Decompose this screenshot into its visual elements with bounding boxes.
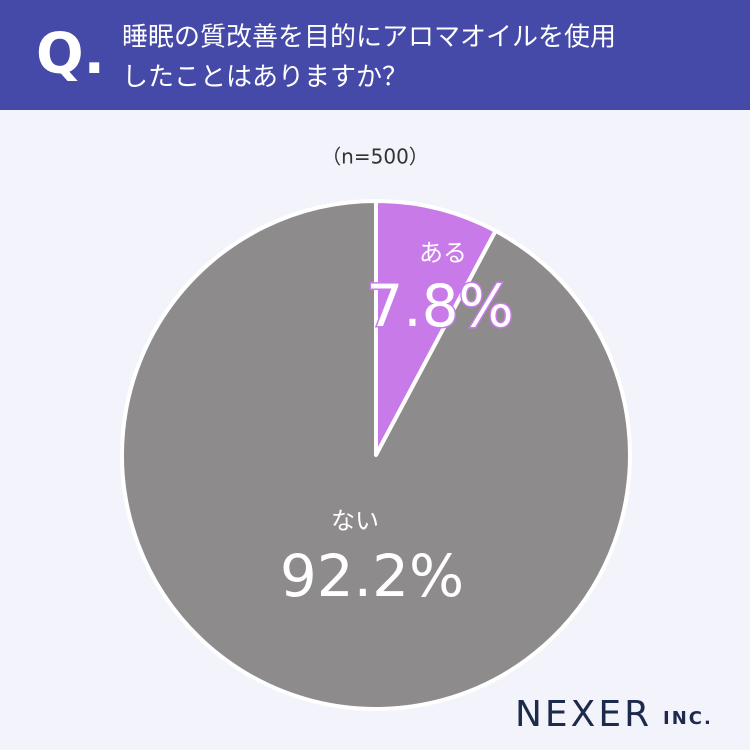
pie-slice <box>120 199 632 711</box>
chart-title: したことはありますか？ <box>122 63 408 93</box>
header-band <box>0 0 750 110</box>
pie-slice <box>374 199 498 457</box>
brand-name: NEXER <box>515 694 652 735</box>
chart-subtitle: （n=500） <box>321 145 429 169</box>
value-label: 7.8% <box>366 272 513 340</box>
pie: ある 7.8% ない 92.2% <box>120 199 632 711</box>
category-label: ない <box>331 507 379 535</box>
category-label: ある <box>419 239 467 267</box>
q-mark: Q. <box>36 22 105 87</box>
brand-suffix: INC. <box>663 708 713 729</box>
chart-title: 睡眠の質改善を目的にアロマオイルを使用 <box>122 23 616 53</box>
value-label: 92.2% <box>280 542 464 610</box>
